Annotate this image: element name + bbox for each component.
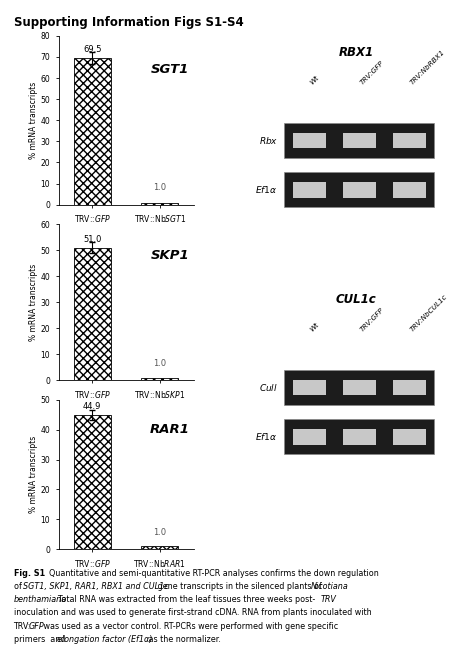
Bar	[343, 429, 376, 445]
Text: TRV:NbCUL1c: TRV:NbCUL1c	[410, 294, 449, 333]
Bar	[393, 380, 426, 395]
Bar	[284, 172, 434, 207]
Bar	[393, 133, 426, 148]
Bar	[393, 182, 426, 198]
Text: Fig. S1: Fig. S1	[14, 569, 47, 578]
Text: inoculation and was used to generate first-strand cDNA. RNA from plants inoculat: inoculation and was used to generate fir…	[14, 608, 371, 618]
Text: TRV:GFP: TRV:GFP	[359, 307, 385, 333]
Text: GFP: GFP	[28, 621, 44, 630]
Text: $\mathit{Ef1α}$: $\mathit{Ef1α}$	[256, 431, 278, 442]
Text: Supporting Information Figs S1-S4: Supporting Information Figs S1-S4	[14, 16, 243, 29]
Bar	[284, 419, 434, 454]
Text: TRV: TRV	[320, 595, 336, 604]
Text: Wt: Wt	[309, 75, 320, 86]
Text: TRV:GFP: TRV:GFP	[359, 60, 385, 86]
Y-axis label: % mRNA transcripts: % mRNA transcripts	[29, 82, 38, 159]
Text: $\mathit{Ef1α}$: $\mathit{Ef1α}$	[256, 184, 278, 195]
Text: RBX1: RBX1	[338, 46, 373, 58]
Text: TRV:: TRV:	[14, 621, 31, 630]
Text: $\mathit{Rbx}$: $\mathit{Rbx}$	[258, 135, 278, 146]
Bar	[343, 380, 376, 395]
Text: $\mathit{Cull}$: $\mathit{Cull}$	[259, 382, 278, 393]
Text: as the normalizer.: as the normalizer.	[146, 634, 221, 644]
Bar	[293, 182, 325, 198]
Text: 51.0: 51.0	[83, 235, 101, 244]
Bar	[284, 370, 434, 405]
Bar	[141, 203, 178, 205]
Text: SGT1: SGT1	[151, 63, 189, 76]
Bar	[284, 123, 434, 158]
Text: 69.5: 69.5	[83, 45, 102, 54]
Text: 44.9: 44.9	[83, 402, 101, 411]
Text: CUL1c: CUL1c	[336, 292, 377, 306]
Bar	[74, 415, 111, 549]
Bar	[293, 429, 325, 445]
Bar	[74, 58, 111, 205]
Text: benthamiana: benthamiana	[14, 595, 67, 604]
Text: 1.0: 1.0	[153, 528, 166, 538]
Text: . Total RNA was extracted from the leaf tissues three weeks post-: . Total RNA was extracted from the leaf …	[53, 595, 315, 604]
Text: Nicotiana: Nicotiana	[311, 582, 349, 592]
Bar	[393, 429, 426, 445]
Text: RAR1: RAR1	[149, 423, 189, 436]
Text: 1.0: 1.0	[153, 183, 166, 192]
Bar	[141, 546, 178, 549]
Y-axis label: % mRNA transcripts: % mRNA transcripts	[29, 436, 38, 513]
Text: of: of	[14, 582, 24, 592]
Text: primers  and: primers and	[14, 634, 68, 644]
Text: 1.0: 1.0	[153, 359, 166, 369]
Bar	[343, 182, 376, 198]
Bar	[293, 380, 325, 395]
Bar	[141, 378, 178, 380]
Text: gene transcripts in the silenced plants of: gene transcripts in the silenced plants …	[155, 582, 324, 592]
Text: Wt: Wt	[309, 322, 320, 333]
Text: Quantitative and semi-quantitative RT-PCR analyses confirms the down regulation: Quantitative and semi-quantitative RT-PC…	[49, 569, 378, 578]
Text: SKP1: SKP1	[151, 249, 189, 262]
Bar	[343, 133, 376, 148]
Bar	[74, 248, 111, 380]
Text: SGT1, SKP1, RAR1, RBX1 and CUL1c: SGT1, SKP1, RAR1, RBX1 and CUL1c	[23, 582, 169, 592]
Text: TRV:NbRBX1: TRV:NbRBX1	[410, 49, 446, 86]
Text: was used as a vector control. RT-PCRs were performed with gene specific: was used as a vector control. RT-PCRs we…	[41, 621, 338, 630]
Text: elongation factor (Ef1α): elongation factor (Ef1α)	[57, 634, 153, 644]
Bar	[293, 133, 325, 148]
Y-axis label: % mRNA transcripts: % mRNA transcripts	[29, 264, 38, 341]
